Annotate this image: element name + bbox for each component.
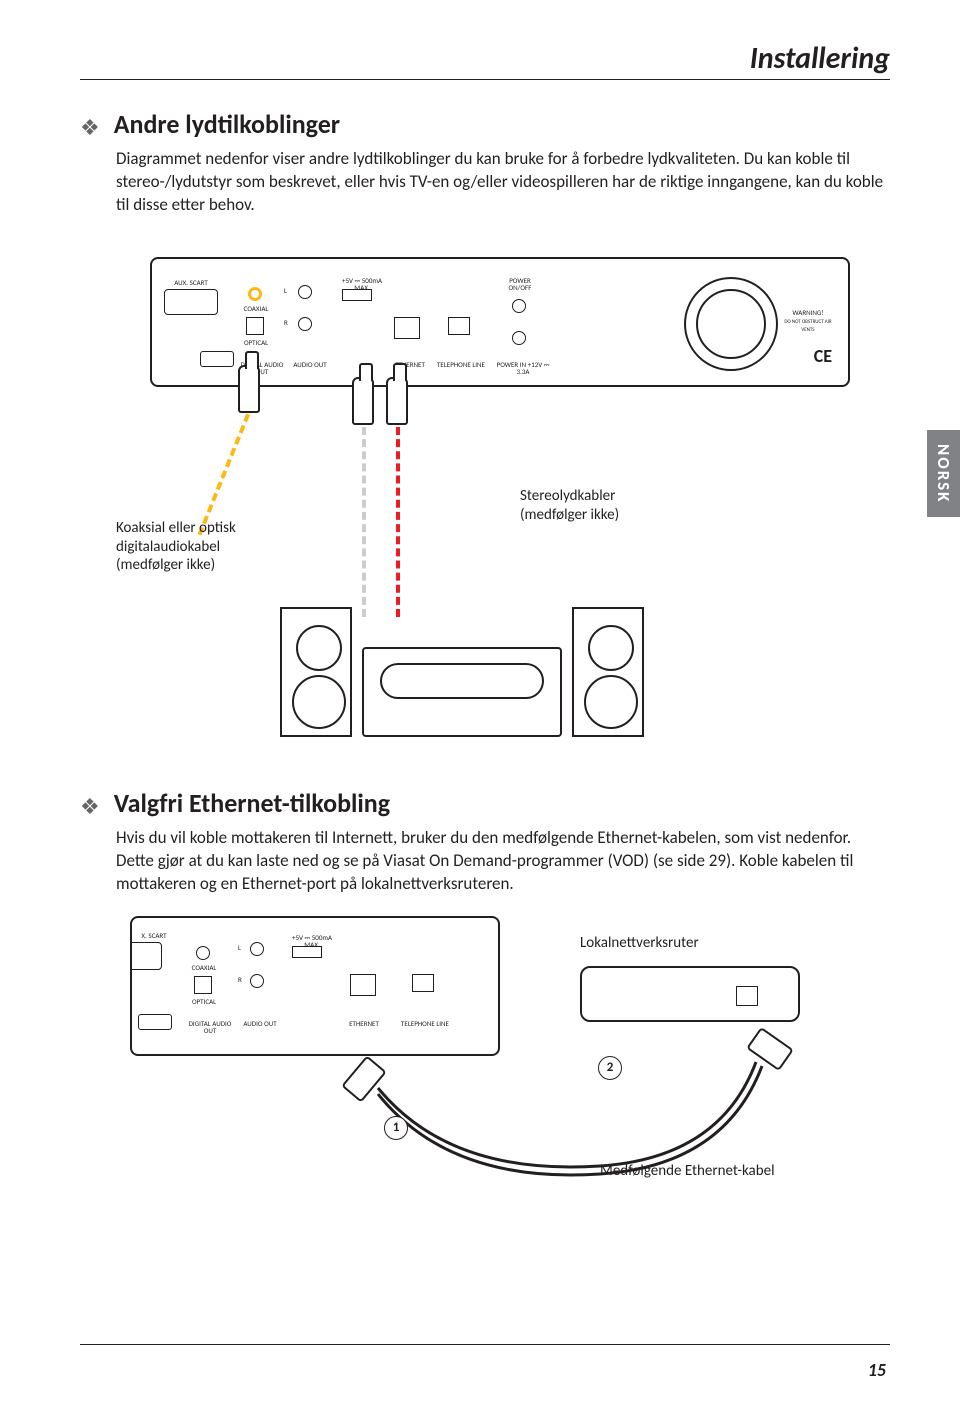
diamond-bullet-icon: ❖ bbox=[80, 796, 100, 818]
section-audio-connections: ❖ Andre lydtilkoblinger Diagrammet neden… bbox=[80, 108, 890, 747]
section-title-row-2: ❖ Valgfri Ethernet-tilkobling bbox=[80, 787, 890, 819]
power-button-port bbox=[512, 299, 526, 313]
step-2-badge: 2 bbox=[598, 1056, 622, 1080]
step-1-badge: 1 bbox=[384, 1116, 408, 1140]
warning-sub-text: DO NOT OBSTRUCT AIR VENTS bbox=[784, 319, 831, 334]
audio-left-cable bbox=[362, 427, 370, 617]
aux-scart-label: AUX. SCART bbox=[166, 279, 216, 286]
language-tab: NORSK bbox=[927, 430, 960, 517]
audio-right-plug-icon bbox=[386, 377, 408, 425]
optical-port bbox=[246, 317, 264, 335]
power-onoff-label: POWER ON/OFF bbox=[500, 277, 540, 291]
fan-vent-icon bbox=[684, 277, 778, 371]
section-body: Diagrammet nedenfor viser andre lydtilko… bbox=[80, 148, 890, 217]
page-number: 15 bbox=[868, 1359, 886, 1381]
audio-right-port bbox=[298, 317, 312, 331]
power-in-port bbox=[512, 331, 526, 345]
audio-left-port bbox=[298, 285, 312, 299]
audio-right-cable bbox=[396, 427, 404, 617]
right-speaker-icon bbox=[572, 607, 644, 737]
telephone-port bbox=[448, 317, 470, 335]
section-title: Andre lydtilkoblinger bbox=[114, 108, 340, 140]
power-in-label: POWER IN +12V ⎓ 3.3A bbox=[496, 361, 550, 375]
audio-l-label: L bbox=[284, 287, 287, 294]
optical-label: OPTICAL bbox=[238, 339, 274, 346]
audio-out-label: AUDIO OUT bbox=[292, 361, 328, 368]
scart-port bbox=[164, 289, 218, 315]
ethernet-port bbox=[394, 317, 420, 339]
hdmi-port bbox=[200, 351, 234, 367]
warning-label: WARNING! DO NOT OBSTRUCT AIR VENTS bbox=[780, 309, 836, 334]
page-header: Installering bbox=[80, 40, 890, 80]
left-speaker-icon bbox=[280, 607, 352, 737]
audio-left-plug-icon bbox=[352, 377, 374, 425]
coaxial-port bbox=[248, 287, 262, 301]
ethernet-cable-line bbox=[100, 916, 900, 1196]
coax-caption: Koaksial eller optisk digitalaudiokabel … bbox=[116, 519, 286, 575]
coax-plug-icon bbox=[238, 365, 260, 413]
section-ethernet-connection: ❖ Valgfri Ethernet-tilkobling Hvis du vi… bbox=[80, 787, 890, 1196]
telephone-label: TELEPHONE LINE bbox=[436, 361, 486, 368]
stereo-caption: Stereolydkabler (medfølger ikke) bbox=[520, 487, 670, 525]
ethernet-cable-caption: Medfølgende Ethernet-kabel bbox=[600, 1162, 775, 1181]
stereo-unit-icon bbox=[362, 647, 562, 737]
section-body-2: Hvis du vil koble mottakeren til Interne… bbox=[80, 827, 890, 896]
ce-mark-icon: CE bbox=[814, 345, 832, 367]
coaxial-label: COAXIAL bbox=[238, 305, 274, 312]
ethernet-diagram: X. SCART COAXIAL OPTICAL L R +5V ⎓ 500mA… bbox=[100, 916, 900, 1196]
footer-rule bbox=[80, 1344, 890, 1345]
diamond-bullet-icon: ❖ bbox=[80, 117, 100, 139]
audio-r-label: R bbox=[284, 319, 288, 326]
audio-diagram: AUX. SCART COAXIAL OPTICAL L R DIGITAL A… bbox=[80, 247, 880, 747]
section-title-2: Valgfri Ethernet-tilkobling bbox=[114, 787, 390, 819]
usb-label: +5V ⎓ 500mA MAX. bbox=[334, 277, 390, 291]
section-title-row: ❖ Andre lydtilkoblinger bbox=[80, 108, 890, 140]
warning-text: WARNING! bbox=[792, 308, 823, 317]
